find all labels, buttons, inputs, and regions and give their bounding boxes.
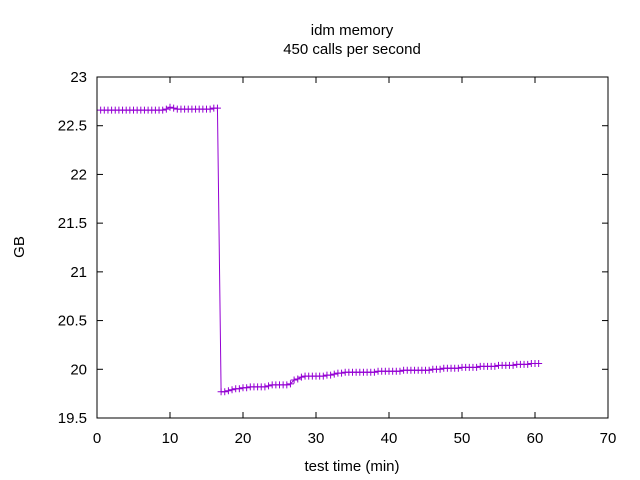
data-point (396, 367, 404, 375)
data-point (454, 364, 462, 372)
data-point (294, 375, 302, 383)
x-tick-label: 20 (235, 430, 252, 447)
data-point (535, 359, 543, 367)
x-tick-label: 40 (381, 430, 398, 447)
data-point (243, 384, 251, 392)
data-point (213, 104, 221, 112)
tick-labels: 0 10 20 30 40 50 60 70 19.5 20 20.5 21 21.5 22 22.5 23 (58, 69, 617, 447)
data-point (509, 361, 517, 369)
data-point (162, 105, 170, 113)
data-point (235, 385, 243, 393)
data-point (286, 380, 294, 388)
x-tick-label: 60 (527, 430, 544, 447)
plot-frame (96, 76, 609, 419)
x-tick-label: 70 (600, 430, 617, 447)
x-tick-label: 10 (162, 430, 179, 447)
plot-border (96, 76, 609, 419)
y-tick-label: 21 (70, 264, 87, 281)
data-point (290, 376, 298, 384)
data-point (170, 104, 178, 112)
data-point (338, 369, 346, 377)
y-tick-label: 22 (70, 166, 87, 183)
y-tick-label: 21.5 (58, 215, 87, 232)
x-tick-label: 30 (308, 430, 325, 447)
y-axis-label: GB (11, 236, 28, 258)
data-point (436, 365, 444, 373)
y-tick-label: 23 (70, 69, 87, 86)
data-point (473, 363, 481, 371)
data-point (524, 360, 532, 368)
y-tick-label: 19.5 (58, 410, 87, 427)
plot-area (97, 103, 543, 396)
series-line (100, 106, 539, 393)
data-point (370, 368, 378, 376)
x-tick-label: 50 (454, 430, 471, 447)
y-tick-label: 20 (70, 361, 87, 378)
data-point (319, 372, 327, 380)
data-point (206, 105, 214, 113)
chart-subtitle: 450 calls per second (283, 41, 421, 58)
y-tick-label: 22.5 (58, 118, 87, 135)
data-point (425, 366, 433, 374)
data-point (166, 103, 174, 111)
data-point (297, 373, 305, 381)
data-point (327, 371, 335, 379)
axis-ticks (96, 76, 609, 419)
data-point (491, 362, 499, 370)
chart-title: idm memory (311, 22, 394, 39)
data-point (265, 382, 273, 390)
data-point (159, 106, 167, 114)
x-tick-label: 0 (93, 430, 101, 447)
title-group: idm memory 450 calls per second (283, 22, 421, 58)
data-point (228, 386, 236, 394)
data-point (330, 370, 338, 378)
y-tick-label: 20.5 (58, 313, 87, 330)
data-point (261, 383, 269, 391)
data-point (283, 381, 291, 389)
series-0 (97, 103, 543, 396)
data-point (224, 387, 232, 395)
data-point (221, 388, 229, 396)
x-axis-label: test time (min) (304, 458, 399, 475)
